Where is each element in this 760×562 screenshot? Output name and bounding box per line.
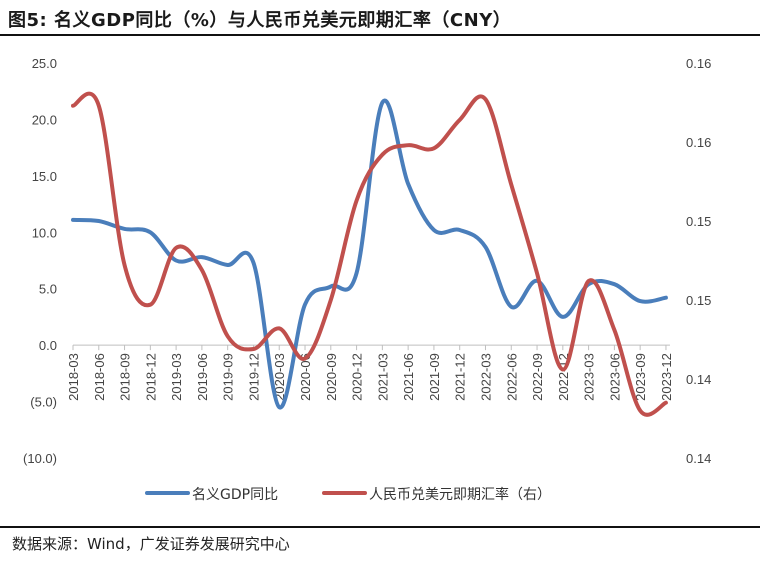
fx-rate-line-point [484,97,488,101]
fx-rate-line-point [123,263,127,267]
gdp-line-point [509,305,513,309]
x-tick-label: 2022-06 [504,353,519,401]
fx-rate-line-point [97,104,101,108]
right-tick-label: 0.16 [686,135,711,150]
fx-rate-line-point [612,328,616,332]
title-rule [0,34,760,36]
gdp-line-point [561,315,565,319]
x-tick-label: 2019-12 [246,353,261,401]
fx-rate-line-point [406,143,410,147]
fx-rate-line-point [638,409,642,413]
x-tick-label: 2023-09 [633,353,648,401]
fx-rate-line-point [380,153,384,157]
fx-rate-line-point [252,347,256,351]
fx-rate-line-point [174,246,178,250]
fx-rate-line [71,91,668,417]
x-tick-label: 2020-03 [272,353,287,401]
gdp-line-point [123,227,127,231]
right-tick-label: 0.14 [686,451,711,466]
x-tick-label: 2020-06 [298,353,313,401]
fx-rate-line-point [277,326,281,330]
left-axis: 25.0 20.0 15.0 10.0 5.0 0.0 (5.0) (10.0) [23,56,57,466]
fx-rate-line-point [71,104,75,108]
x-tick-label: 2019-06 [195,353,210,401]
x-tick-label: 2020-09 [324,353,339,401]
left-tick-label: (10.0) [23,451,57,466]
x-tick-label: 2018-09 [118,353,133,401]
x-tick-label: 2019-03 [169,353,184,401]
gdp-line-point [226,263,230,267]
fx-rate-line-point [432,146,436,150]
gdp-line-point [355,271,359,275]
fx-rate-line-point [303,357,307,361]
gdp-line-point [252,261,256,265]
x-tick-label: 2022-09 [530,353,545,401]
x-tick-label: 2023-12 [659,353,674,401]
left-tick-label: 0.0 [39,338,57,353]
left-tick-label: 25.0 [32,56,57,71]
fx-rate-line-point [355,199,359,203]
gdp-line-point [277,405,281,409]
gdp-line-point [71,218,75,222]
gdp-line-point [432,228,436,232]
source-note: 数据来源：Wind，广发证券发展研究中心 [12,535,290,553]
gdp-line-point [664,296,668,300]
x-tick-label: 2020-12 [350,353,365,401]
fx-rate-line-point [587,279,591,283]
fx-rate-line-point [148,303,152,307]
gdp-line-point [329,285,333,289]
gdp-line-point [380,101,384,105]
fx-rate-line-point [226,334,230,338]
x-axis: 2018-03 2018-06 2018-09 2018-12 2019-03 2019-… [66,344,674,401]
left-tick-label: 20.0 [32,112,57,127]
right-axis: 0.16 0.16 0.15 0.15 0.14 0.14 [686,56,711,466]
left-tick-label: 10.0 [32,225,57,240]
right-tick-label: 0.14 [686,372,711,387]
chart: 25.020.015.010.05.00.0(5.0)(10.0) 0.160.… [23,56,711,503]
left-tick-label: 15.0 [32,169,57,184]
x-tick-label: 2019-09 [221,353,236,401]
fx-rate-line-point [664,401,668,405]
gdp-line-point [303,303,307,307]
x-tick-label: 2021-09 [427,353,442,401]
left-tick-label: 5.0 [39,282,57,297]
x-tick-label: 2021-12 [453,353,468,401]
x-tick-label: 2022-03 [478,353,493,401]
gdp-line-point [97,219,101,223]
right-tick-label: 0.15 [686,293,711,308]
fx-rate-line-point [561,368,565,372]
x-tick-label: 2021-06 [401,353,416,401]
gdp-line-point [174,259,178,263]
gdp-line-point [638,299,642,303]
gdp-line-point [484,245,488,249]
x-tick-label: 2021-03 [375,353,390,401]
gdp-line-point [458,228,462,232]
legend-label-fx: 人民币兑美元即期汇率（右） [369,486,551,503]
chart-title: 图5: 名义GDP同比（%）与人民币兑美元即期汇率（CNY） [8,10,512,31]
gdp-line [71,98,668,410]
x-tick-label: 2018-03 [66,353,81,401]
fx-rate-line-point [535,271,539,275]
gdp-line-point [200,255,204,259]
fx-rate-line-point [329,298,333,302]
fx-rate-line-point [509,183,513,187]
right-tick-label: 0.16 [686,56,711,71]
x-tick-label: 2023-06 [607,353,622,401]
right-tick-label: 0.15 [686,214,711,229]
source-rule [0,526,760,528]
left-tick-label: (5.0) [30,395,57,410]
x-tick-label: 2018-12 [143,353,158,401]
gdp-line-point [148,230,152,234]
gdp-line-point [612,282,616,286]
series-lines [71,91,668,417]
gdp-line-point [406,182,410,186]
legend: 名义GDP同比 人民币兑美元即期汇率（右） [145,486,551,503]
legend-label-gdp: 名义GDP同比 [192,487,278,503]
x-tick-label: 2018-06 [92,353,107,401]
fx-rate-line-point [458,118,462,122]
fx-rate-line-point [200,268,204,272]
x-tick-label: 2023-03 [582,353,597,401]
